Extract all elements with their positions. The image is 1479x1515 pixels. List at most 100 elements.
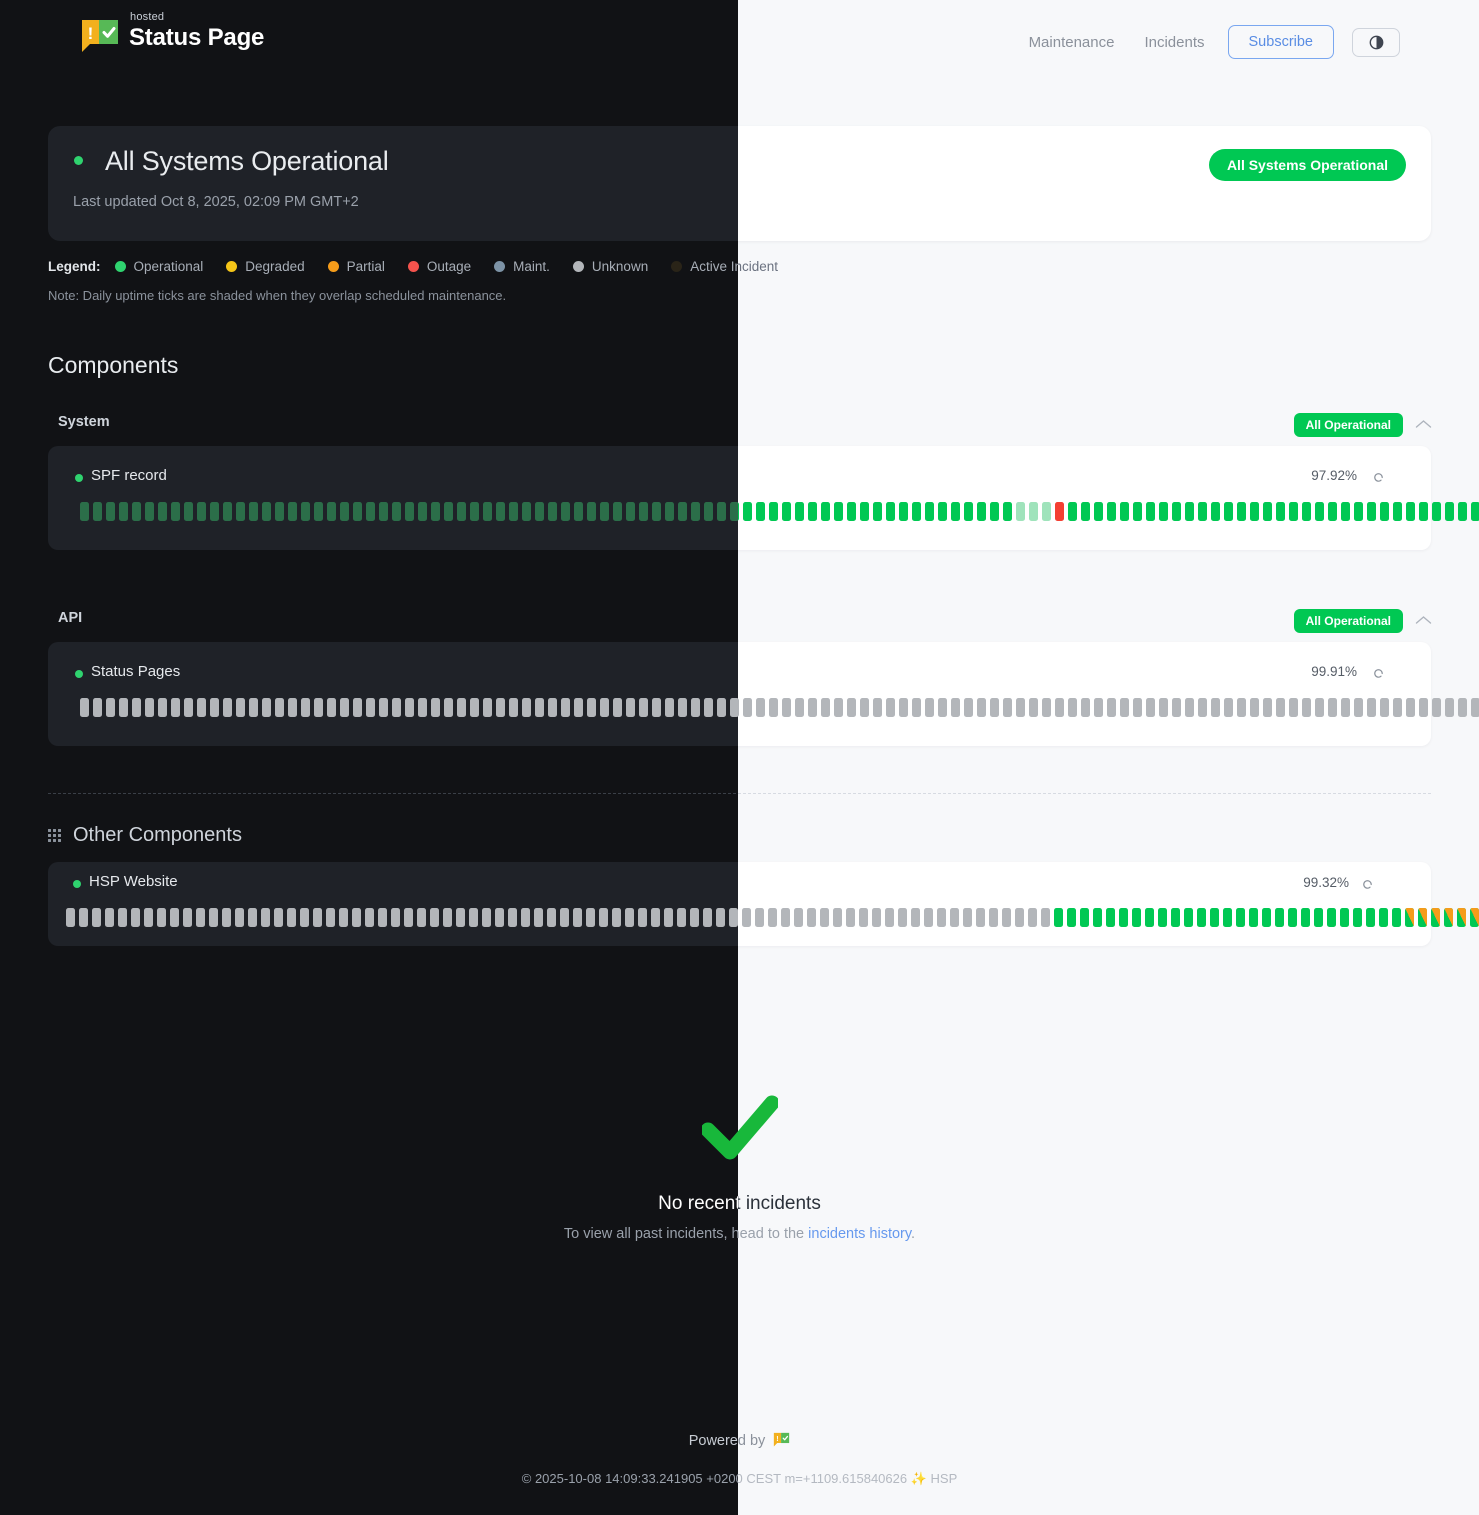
uptime-tick[interactable] [704, 502, 713, 521]
uptime-tick[interactable] [625, 908, 634, 927]
uptime-tick[interactable] [1002, 908, 1011, 927]
uptime-tick[interactable] [833, 908, 842, 927]
uptime-tick[interactable] [547, 908, 556, 927]
uptime-tick[interactable] [1366, 908, 1375, 927]
uptime-tick[interactable] [664, 908, 673, 927]
uptime-tick[interactable] [1172, 502, 1181, 521]
incidents-history-link[interactable]: incidents history [808, 1226, 912, 1242]
uptime-tick[interactable] [80, 502, 89, 521]
uptime-tick[interactable] [1457, 908, 1466, 927]
uptime-tick[interactable] [223, 502, 232, 521]
uptime-tick[interactable] [860, 698, 869, 717]
uptime-tick[interactable] [366, 698, 375, 717]
uptime-tick[interactable] [1042, 698, 1051, 717]
uptime-tick[interactable] [847, 502, 856, 521]
uptime-tick[interactable] [1341, 698, 1350, 717]
uptime-tick[interactable] [1132, 908, 1141, 927]
uptime-tick[interactable] [738, 502, 739, 521]
uptime-tick[interactable] [703, 908, 712, 927]
uptime-tick[interactable] [392, 698, 401, 717]
uptime-tick[interactable] [522, 502, 531, 521]
uptime-tick[interactable] [1289, 502, 1298, 521]
uptime-tick[interactable] [262, 502, 271, 521]
uptime-tick[interactable] [738, 698, 739, 717]
component-refresh-status-pages[interactable] [1372, 667, 1385, 685]
uptime-tick[interactable] [1016, 502, 1025, 521]
uptime-tick[interactable] [964, 502, 973, 521]
uptime-tick[interactable] [924, 908, 933, 927]
uptime-tick[interactable] [1016, 698, 1025, 717]
uptime-tick[interactable] [469, 908, 478, 927]
uptime-tick[interactable] [873, 502, 882, 521]
uptime-tick[interactable] [613, 502, 622, 521]
uptime-tick[interactable] [444, 698, 453, 717]
uptime-tick[interactable] [1419, 698, 1428, 717]
uptime-tick[interactable] [690, 908, 699, 927]
uptime-tick[interactable] [925, 502, 934, 521]
uptime-tick[interactable] [860, 502, 869, 521]
uptime-tick[interactable] [1093, 908, 1102, 927]
uptime-tick[interactable] [249, 502, 258, 521]
uptime-tick[interactable] [430, 908, 439, 927]
uptime-ticks-status-pages[interactable] [738, 698, 1479, 717]
uptime-tick[interactable] [66, 908, 75, 927]
uptime-tick[interactable] [574, 698, 583, 717]
uptime-tick[interactable] [1015, 908, 1024, 927]
uptime-tick[interactable] [938, 502, 947, 521]
uptime-tick[interactable] [1210, 908, 1219, 927]
uptime-tick[interactable] [353, 698, 362, 717]
uptime-tick[interactable] [1340, 908, 1349, 927]
uptime-tick[interactable] [925, 698, 934, 717]
uptime-tick[interactable] [560, 908, 569, 927]
uptime-tick[interactable] [899, 698, 908, 717]
uptime-tick[interactable] [483, 698, 492, 717]
uptime-tick[interactable] [340, 698, 349, 717]
uptime-tick[interactable] [1054, 908, 1063, 927]
uptime-tick[interactable] [496, 502, 505, 521]
uptime-tick[interactable] [1471, 698, 1479, 717]
uptime-tick[interactable] [717, 698, 726, 717]
uptime-tick[interactable] [326, 908, 335, 927]
uptime-tick[interactable] [937, 908, 946, 927]
uptime-tick[interactable] [574, 502, 583, 521]
group-badge-system[interactable]: All Operational [1293, 413, 1403, 437]
uptime-tick[interactable] [951, 698, 960, 717]
uptime-tick[interactable] [1003, 698, 1012, 717]
uptime-tick[interactable] [886, 698, 895, 717]
uptime-tick[interactable] [132, 698, 141, 717]
uptime-tick[interactable] [1080, 908, 1089, 927]
uptime-tick[interactable] [106, 698, 115, 717]
uptime-tick[interactable] [118, 908, 127, 927]
uptime-tick[interactable] [1146, 502, 1155, 521]
uptime-tick[interactable] [1107, 502, 1116, 521]
uptime-tick[interactable] [885, 908, 894, 927]
uptime-tick[interactable] [534, 908, 543, 927]
uptime-tick[interactable] [1275, 908, 1284, 927]
uptime-tick[interactable] [755, 908, 764, 927]
uptime-tick[interactable] [443, 908, 452, 927]
uptime-tick[interactable] [1081, 502, 1090, 521]
uptime-tick[interactable] [1029, 698, 1038, 717]
uptime-tick[interactable] [210, 698, 219, 717]
uptime-tick[interactable] [405, 698, 414, 717]
uptime-tick[interactable] [626, 698, 635, 717]
uptime-tick[interactable] [92, 908, 101, 927]
uptime-tick[interactable] [963, 908, 972, 927]
uptime-tick[interactable] [119, 698, 128, 717]
uptime-tick[interactable] [1380, 698, 1389, 717]
uptime-tick[interactable] [1250, 698, 1259, 717]
uptime-tick[interactable] [1392, 908, 1401, 927]
uptime-tick[interactable] [561, 502, 570, 521]
uptime-tick[interactable] [340, 502, 349, 521]
uptime-tick[interactable] [119, 502, 128, 521]
uptime-tick[interactable] [977, 698, 986, 717]
uptime-tick[interactable] [496, 698, 505, 717]
uptime-tick[interactable] [1055, 502, 1064, 521]
uptime-tick[interactable] [768, 908, 777, 927]
uptime-tick[interactable] [1406, 698, 1415, 717]
uptime-tick[interactable] [1081, 698, 1090, 717]
uptime-ticks-hsp-website[interactable] [738, 908, 1479, 927]
uptime-tick[interactable] [171, 698, 180, 717]
uptime-tick[interactable] [1042, 502, 1051, 521]
uptime-tick[interactable] [859, 908, 868, 927]
